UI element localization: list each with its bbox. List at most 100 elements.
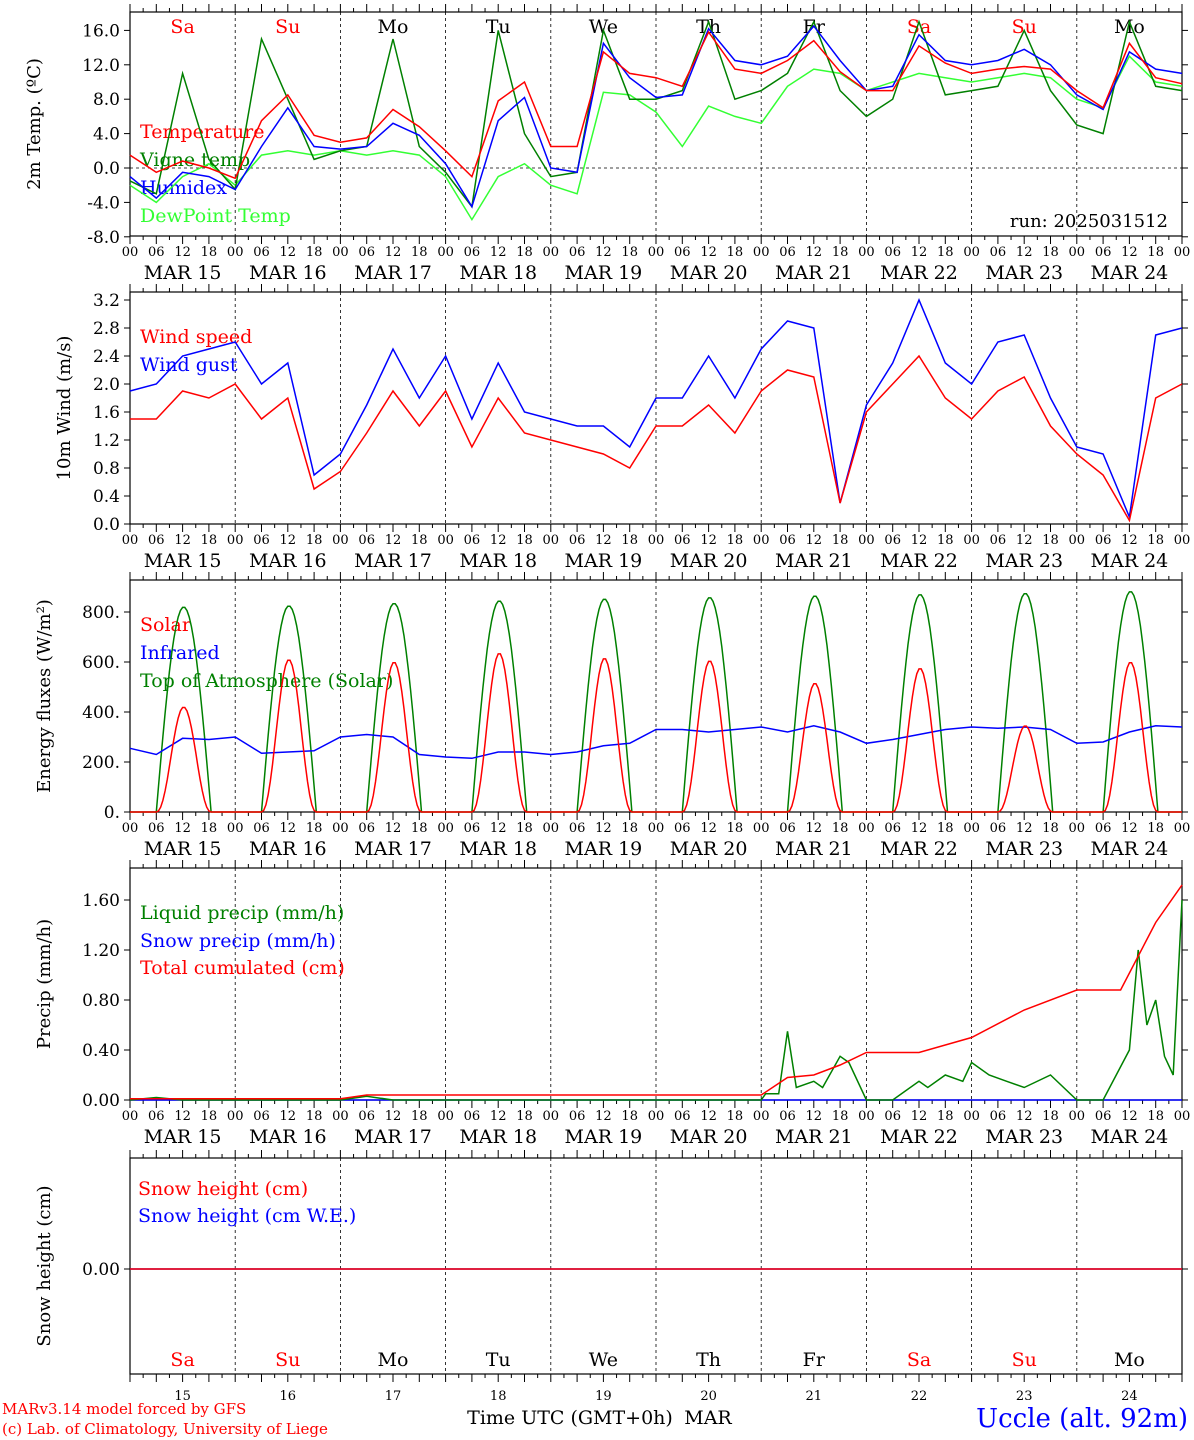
hour-tick-label: 00 xyxy=(543,533,560,548)
hour-tick-label: 06 xyxy=(990,533,1007,548)
hour-tick-label: 12 xyxy=(490,245,507,260)
hour-tick-label: 00 xyxy=(332,245,349,260)
legend-entry: Liquid precip (mm/h) xyxy=(140,902,344,924)
day-number: 24 xyxy=(1121,1389,1138,1404)
day-abbr-bottom: Mo xyxy=(378,1349,409,1371)
month-label: MAR xyxy=(684,1407,732,1429)
panel-4: 0.00 0.40 0.80 1.20 1.60 Precip (mm/h) 00 06 12 1… xyxy=(34,860,1190,1148)
hour-tick-label: 00 xyxy=(437,1109,454,1124)
date-label: MAR 17 xyxy=(354,1126,432,1148)
hour-tick-label: 18 xyxy=(411,533,428,548)
hour-tick-label: 12 xyxy=(595,821,612,836)
hour-tick-label: 06 xyxy=(148,533,165,548)
hour-tick-label: 06 xyxy=(674,533,691,548)
y-tick-label: 400. xyxy=(82,703,120,723)
day-abbr-bottom: Th xyxy=(696,1349,721,1371)
day-abbr-top: Su xyxy=(275,16,300,38)
day-abbr-top: We xyxy=(589,16,618,38)
date-label: MAR 16 xyxy=(249,550,327,572)
day-number: 20 xyxy=(700,1389,717,1404)
series-line-solar xyxy=(130,653,1182,813)
hour-tick-label: 06 xyxy=(148,821,165,836)
y-axis-label: Precip (mm/h) xyxy=(34,919,55,1049)
y-tick-label: 2.4 xyxy=(93,347,120,367)
day-abbr-top: Mo xyxy=(378,16,409,38)
credit-line-1: MARv3.14 model forced by GFS xyxy=(2,1400,246,1418)
hour-tick-label: 06 xyxy=(569,1109,586,1124)
hour-tick-label: 18 xyxy=(306,245,323,260)
hour-tick-label: 00 xyxy=(753,533,770,548)
hour-tick-label: 06 xyxy=(464,245,481,260)
hour-tick-label: 12 xyxy=(911,1109,928,1124)
hour-tick-label: 12 xyxy=(806,821,823,836)
hour-tick-label: 12 xyxy=(911,821,928,836)
hour-tick-label: 12 xyxy=(806,1109,823,1124)
credit-line-2: (c) Lab. of Climatology, University of L… xyxy=(2,1420,328,1438)
hour-tick-label: 12 xyxy=(700,533,717,548)
date-label: MAR 23 xyxy=(985,838,1063,860)
hour-tick-label: 06 xyxy=(779,245,796,260)
hour-tick-label: 12 xyxy=(700,245,717,260)
hour-tick-label: 12 xyxy=(1121,821,1138,836)
day-abbr-bottom: Su xyxy=(275,1349,300,1371)
y-axis-label: 2m Temp. (ºC) xyxy=(24,58,45,190)
hour-tick-label: 12 xyxy=(595,245,612,260)
date-label: MAR 19 xyxy=(565,262,643,284)
y-tick-label: 16.0 xyxy=(82,21,120,41)
hour-tick-label: 12 xyxy=(490,533,507,548)
hour-tick-label: 12 xyxy=(595,533,612,548)
hour-tick-label: 00 xyxy=(963,821,980,836)
hour-tick-label: 00 xyxy=(648,821,665,836)
hour-tick-label: 18 xyxy=(411,245,428,260)
hour-tick-label: 00 xyxy=(227,533,244,548)
hour-tick-label: 12 xyxy=(490,1109,507,1124)
day-abbr-top: Th xyxy=(696,16,721,38)
y-tick-label: 0.8 xyxy=(93,459,120,479)
series-line-liquid-precip-mm-h- xyxy=(129,899,1183,1101)
x-axis-label: Time UTC (GMT+0h) xyxy=(467,1407,673,1429)
day-abbr-bottom: Tu xyxy=(486,1349,511,1371)
hour-tick-label: 12 xyxy=(1121,1109,1138,1124)
hour-tick-label: 12 xyxy=(280,245,297,260)
hour-tick-label: 00 xyxy=(543,245,560,260)
hour-tick-label: 12 xyxy=(280,821,297,836)
hour-tick-label: 12 xyxy=(1016,821,1033,836)
day-abbr-top: Tu xyxy=(486,16,511,38)
hour-tick-label: 06 xyxy=(253,1109,270,1124)
hour-tick-label: 00 xyxy=(1174,1109,1191,1124)
hour-tick-label: 12 xyxy=(174,1109,191,1124)
hour-tick-label: 00 xyxy=(332,821,349,836)
hour-tick-label: 00 xyxy=(543,821,560,836)
hour-tick-label: 06 xyxy=(884,1109,901,1124)
day-abbr-bottom: We xyxy=(589,1349,618,1371)
hour-tick-label: 12 xyxy=(280,1109,297,1124)
date-label: MAR 16 xyxy=(249,262,327,284)
date-label: MAR 19 xyxy=(565,1126,643,1148)
hour-tick-label: 18 xyxy=(937,1109,954,1124)
hour-tick-label: 00 xyxy=(963,533,980,548)
hour-tick-label: 00 xyxy=(437,533,454,548)
hour-tick-label: 12 xyxy=(174,245,191,260)
date-label: MAR 21 xyxy=(775,262,853,284)
date-label: MAR 16 xyxy=(249,1126,327,1148)
hour-tick-label: 00 xyxy=(437,821,454,836)
hour-tick-label: 12 xyxy=(1016,1109,1033,1124)
hour-tick-label: 18 xyxy=(1147,821,1164,836)
day-number: 18 xyxy=(490,1389,507,1404)
hour-tick-label: 00 xyxy=(1174,533,1191,548)
hour-tick-label: 18 xyxy=(411,821,428,836)
hour-tick-label: 00 xyxy=(122,533,139,548)
hour-tick-label: 18 xyxy=(201,245,218,260)
hour-tick-label: 12 xyxy=(385,1109,402,1124)
hour-tick-label: 12 xyxy=(1016,245,1033,260)
legend-entry: Top of Atmosphere (Solar) xyxy=(140,670,393,692)
hour-tick-label: 18 xyxy=(832,1109,849,1124)
hour-tick-label: 18 xyxy=(727,533,744,548)
hour-tick-label: 18 xyxy=(306,533,323,548)
hour-tick-label: 06 xyxy=(148,1109,165,1124)
hour-tick-label: 18 xyxy=(621,533,638,548)
hour-tick-label: 18 xyxy=(201,533,218,548)
date-label: MAR 16 xyxy=(249,838,327,860)
station-label: Uccle (alt. 92m) xyxy=(976,1404,1188,1434)
date-label: MAR 22 xyxy=(880,550,958,572)
